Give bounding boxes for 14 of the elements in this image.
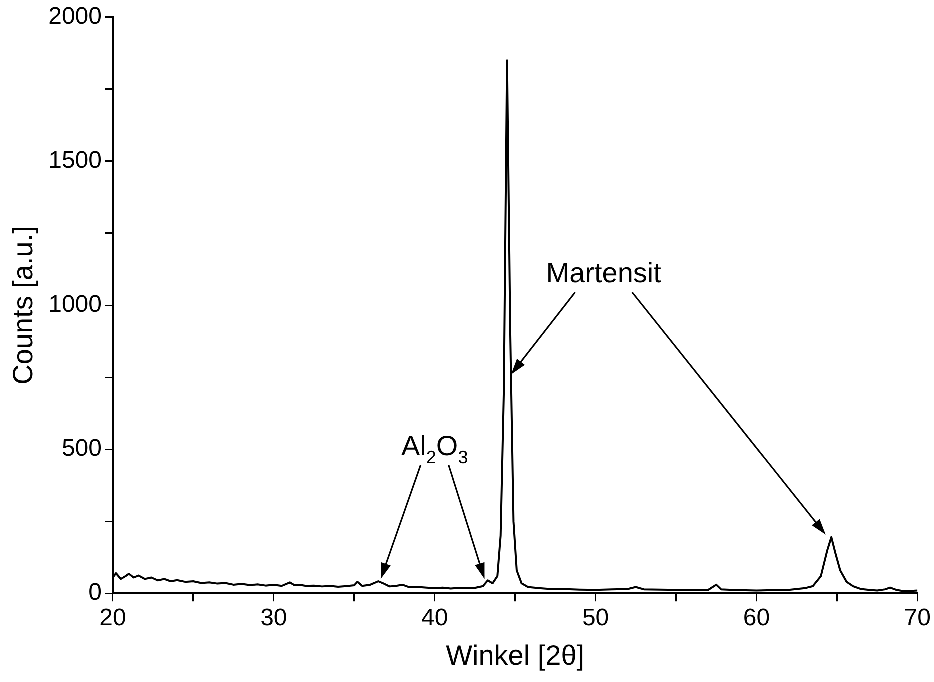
x-tick-label: 30	[260, 604, 288, 632]
y-tick-label: 2000	[48, 3, 102, 30]
y-tick-label: 1500	[48, 147, 102, 174]
y-tick-label: 1000	[48, 291, 102, 318]
x-tick-label: 50	[582, 604, 610, 632]
y-tick-label: 0	[88, 579, 102, 606]
x-tick-label: 20	[100, 604, 126, 632]
x-tick-label: 40	[422, 604, 448, 632]
annotation: Martensit	[546, 257, 662, 288]
y-tick-label: 500	[62, 435, 102, 462]
x-tick-label: 70	[904, 604, 932, 632]
x-axis-title: Winkel [2θ]	[446, 640, 585, 671]
y-axis-title: Counts [a.u.]	[8, 226, 39, 385]
x-tick-label: 60	[743, 604, 770, 632]
